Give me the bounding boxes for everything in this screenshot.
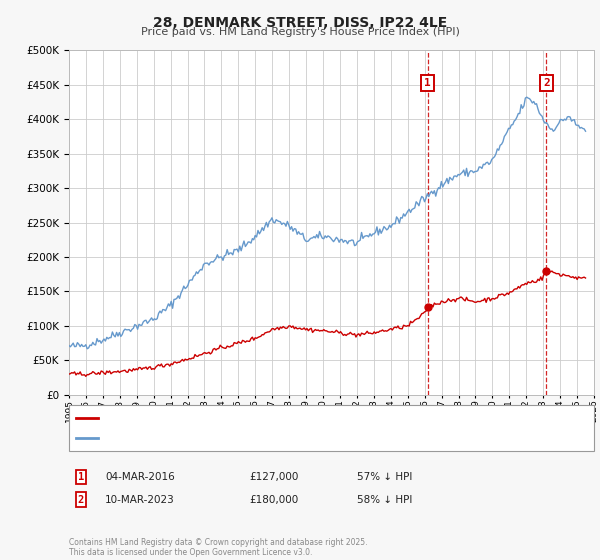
Text: 28, DENMARK STREET, DISS, IP22 4LE (detached house): 28, DENMARK STREET, DISS, IP22 4LE (deta… [101,413,376,423]
Text: 2: 2 [78,494,84,505]
Text: 1: 1 [78,472,84,482]
Text: 10-MAR-2023: 10-MAR-2023 [105,494,175,505]
Text: £180,000: £180,000 [249,494,298,505]
Text: 58% ↓ HPI: 58% ↓ HPI [357,494,412,505]
Text: £127,000: £127,000 [249,472,298,482]
Text: 28, DENMARK STREET, DISS, IP22 4LE: 28, DENMARK STREET, DISS, IP22 4LE [153,16,447,30]
Text: 57% ↓ HPI: 57% ↓ HPI [357,472,412,482]
Text: 04-MAR-2016: 04-MAR-2016 [105,472,175,482]
Text: Contains HM Land Registry data © Crown copyright and database right 2025.
This d: Contains HM Land Registry data © Crown c… [69,538,367,557]
Text: HPI: Average price, detached house, South Norfolk: HPI: Average price, detached house, Sout… [101,433,348,443]
Text: 2: 2 [543,78,550,88]
Text: Price paid vs. HM Land Registry's House Price Index (HPI): Price paid vs. HM Land Registry's House … [140,27,460,37]
Text: 1: 1 [424,78,431,88]
